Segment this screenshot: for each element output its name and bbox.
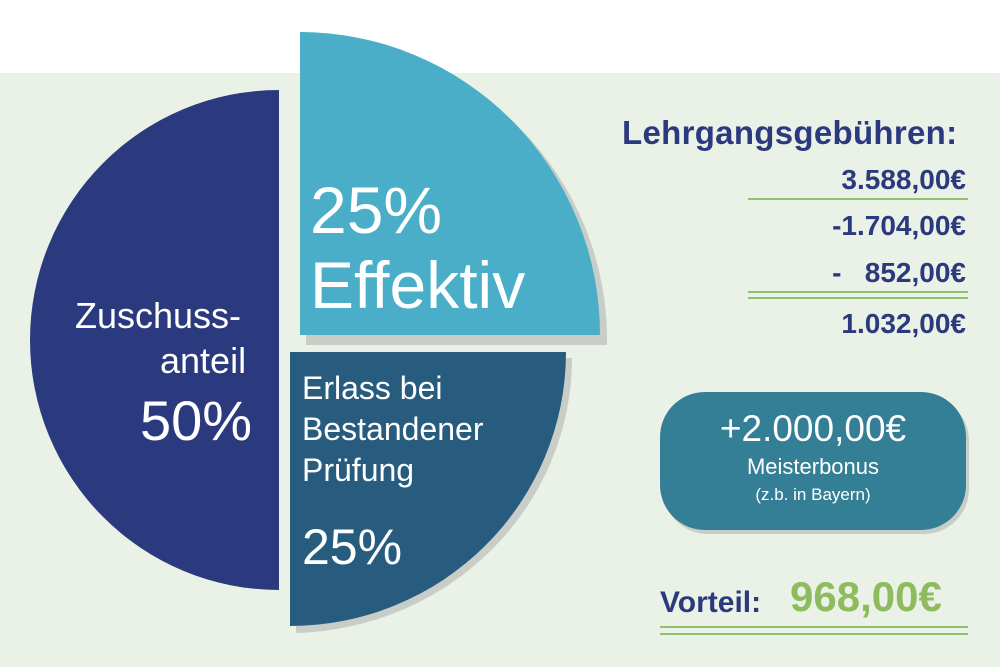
advantage-label: Vorteil: bbox=[660, 586, 762, 619]
slice-zuschuss bbox=[30, 90, 279, 590]
advantage-rule-2 bbox=[660, 633, 968, 635]
fee-amount-waiver: - 852,00€ bbox=[832, 257, 966, 288]
advantage-value: 968,00€ bbox=[790, 573, 942, 620]
erlass-label-line1: Erlass bei bbox=[302, 370, 443, 406]
erlass-label-line2: Bestandener bbox=[302, 411, 484, 447]
fee-amount-net: 1.032,00€ bbox=[841, 308, 966, 339]
meisterbonus-badge: +2.000,00€ Meisterbonus (z.b. in Bayern) bbox=[660, 392, 966, 530]
fees-title: Lehrgangsgebühren: bbox=[622, 114, 958, 151]
zuschuss-percent: 50% bbox=[140, 389, 253, 452]
fee-rule-2a bbox=[748, 291, 968, 293]
fee-rule-2b bbox=[748, 297, 968, 299]
bonus-amount: +2.000,00€ bbox=[719, 408, 907, 449]
bonus-note: (z.b. in Bayern) bbox=[755, 485, 871, 504]
bonus-label: Meisterbonus bbox=[746, 454, 880, 479]
zuschuss-label-line2: anteil bbox=[160, 340, 247, 381]
fee-rule-1 bbox=[748, 198, 968, 200]
effektiv-percent: 25% bbox=[310, 173, 443, 247]
effektiv-label: Effektiv bbox=[310, 248, 526, 322]
slice-effektiv bbox=[300, 32, 600, 335]
fee-amount-subsidy: -1.704,00€ bbox=[832, 210, 966, 241]
erlass-label-line3: Prüfung bbox=[302, 452, 415, 488]
advantage-rule-1 bbox=[660, 626, 968, 628]
fee-amount-gross: 3.588,00€ bbox=[841, 164, 966, 195]
slice-erlass bbox=[290, 352, 566, 626]
zuschuss-label-line1: Zuschuss- bbox=[75, 295, 242, 336]
erlass-percent: 25% bbox=[302, 519, 403, 575]
